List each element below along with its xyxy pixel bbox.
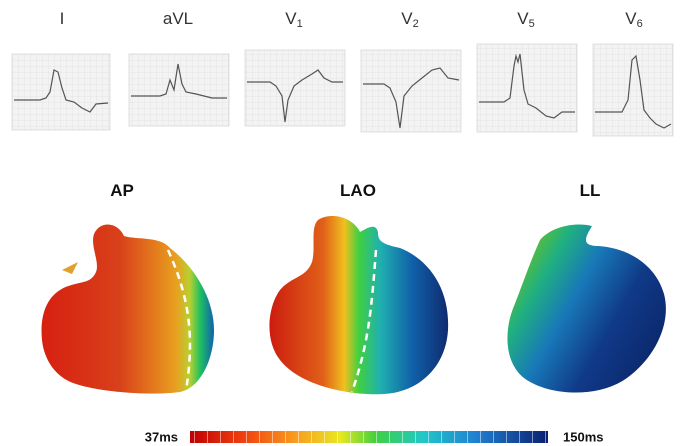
lead-label: V2: [401, 9, 418, 30]
heart-map-lao: [269, 216, 449, 395]
ecg-panel: [592, 43, 674, 137]
colorbar-steps: [190, 431, 548, 443]
view-label: LAO: [340, 181, 376, 200]
ecg-panel: [244, 49, 346, 127]
lead-label: I: [60, 9, 65, 28]
ecg-panel: [128, 53, 230, 127]
lead-label: aVL: [163, 9, 193, 28]
lead-label: V6: [625, 9, 642, 30]
lead-label: V1: [285, 9, 302, 30]
colorbar-min-label: 37ms: [145, 429, 178, 444]
ecg-panel: [11, 53, 111, 131]
heart-map-ll: [507, 224, 666, 393]
heart-map-ap: [41, 224, 214, 394]
lead-label: V5: [517, 9, 534, 30]
ecg-panel: [476, 43, 578, 133]
colorbar-max-label: 150ms: [563, 429, 603, 444]
ecg-panel: [360, 49, 462, 133]
view-label: AP: [110, 181, 134, 200]
view-label: LL: [580, 181, 601, 200]
